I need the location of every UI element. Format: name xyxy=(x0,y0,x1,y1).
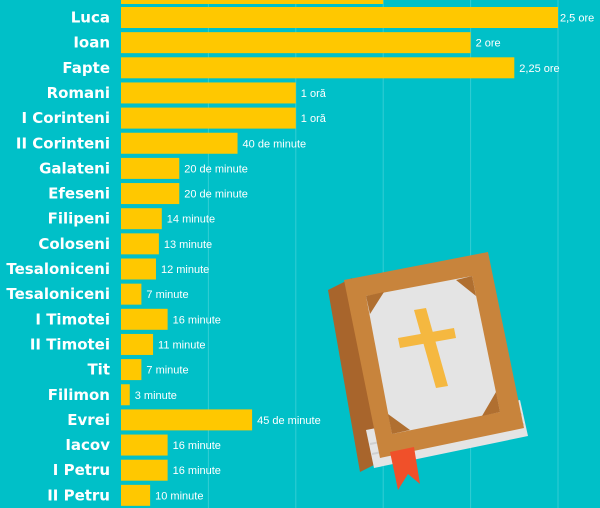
bars xyxy=(121,0,558,506)
bar-18 xyxy=(121,459,168,481)
category-label: II Tesaloniceni xyxy=(0,285,110,303)
value-label: 45 de minute xyxy=(257,415,321,427)
value-label: 13 minute xyxy=(164,239,212,251)
value-label: 7 minute xyxy=(146,365,188,377)
bar-2 xyxy=(121,57,515,79)
value-label: 40 de minute xyxy=(243,138,307,150)
bar-4 xyxy=(121,107,296,129)
bar-16 xyxy=(121,409,253,431)
bar-14 xyxy=(121,359,142,381)
category-label: I Timotei xyxy=(35,310,110,328)
value-label: 10 minute xyxy=(155,490,203,502)
category-label: I Tesaloniceni xyxy=(0,260,110,278)
bar-1 xyxy=(121,32,471,54)
bar-partial xyxy=(121,0,384,4)
bar-17 xyxy=(121,434,168,456)
bar-13 xyxy=(121,333,154,355)
category-label: Efeseni xyxy=(48,185,110,203)
value-label: 12 minute xyxy=(161,264,209,276)
category-label: Galateni xyxy=(39,159,110,177)
value-label: 16 minute xyxy=(173,314,221,326)
category-label: Iacov xyxy=(65,436,110,454)
bar-0 xyxy=(121,7,558,28)
category-label: Fapte xyxy=(62,59,110,77)
bar-3 xyxy=(121,82,296,104)
category-label: Ioan xyxy=(73,34,110,52)
value-label: 20 de minute xyxy=(184,163,248,175)
bar-9 xyxy=(121,233,159,255)
bar-8 xyxy=(121,208,162,230)
category-label: Luca xyxy=(71,9,110,27)
value-label: 14 minute xyxy=(167,214,215,226)
value-label: 16 minute xyxy=(173,440,221,452)
value-label: 2,5 ore xyxy=(560,13,594,25)
category-label: II Corinteni xyxy=(16,134,110,152)
value-label: 16 minute xyxy=(173,465,221,477)
category-label: Filimon xyxy=(48,386,110,404)
category-label: I Corinteni xyxy=(22,109,111,127)
value-label: 1 oră xyxy=(301,113,327,125)
value-label: 3 minute xyxy=(135,390,177,402)
value-label: 7 minute xyxy=(146,289,188,301)
category-label: Romani xyxy=(47,84,110,102)
category-label: II Timotei xyxy=(30,335,110,353)
bar-19 xyxy=(121,484,151,506)
value-labels: 2,5 ore 2 ore 2,25 ore 1 oră 1 oră 40 de minu… xyxy=(135,13,595,503)
bar-10 xyxy=(121,258,156,280)
category-label: I Petru xyxy=(53,461,110,479)
category-label: Tit xyxy=(87,361,110,379)
category-label: II Petru xyxy=(47,486,110,504)
bar-6 xyxy=(121,157,180,179)
value-label: 11 minute xyxy=(158,339,206,351)
bar-5 xyxy=(121,132,238,154)
value-label: 1 oră xyxy=(301,88,327,100)
bible-book-icon xyxy=(328,252,528,490)
category-label: Filipeni xyxy=(48,210,110,228)
value-label: 2 ore xyxy=(476,38,501,50)
value-label: 2,25 ore xyxy=(519,63,559,75)
bar-15 xyxy=(121,384,130,406)
bar-7 xyxy=(121,183,180,205)
bar-11 xyxy=(121,283,142,305)
category-label: Coloseni xyxy=(38,235,110,253)
category-label: Evrei xyxy=(67,411,110,429)
value-label: 20 de minute xyxy=(184,189,248,201)
category-labels: Luca Ioan Fapte Romani I Corinteni II Corinte… xyxy=(0,9,110,505)
bar-12 xyxy=(121,308,168,330)
